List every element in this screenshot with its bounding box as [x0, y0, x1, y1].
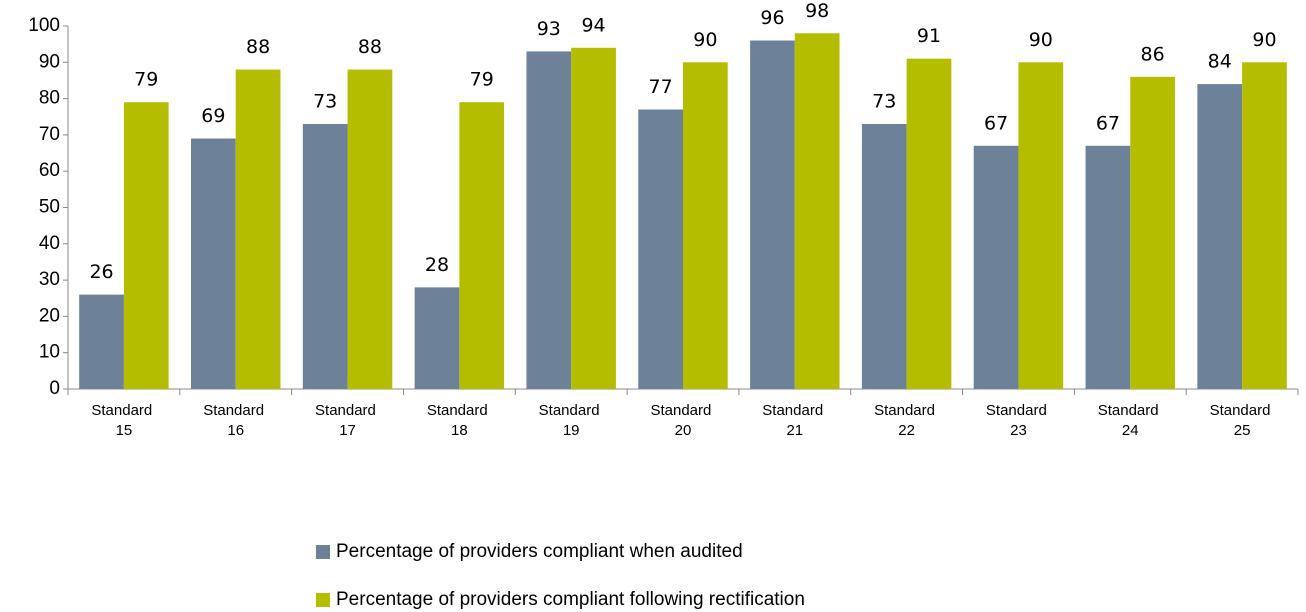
value-label: 88	[246, 36, 270, 58]
bar	[1018, 62, 1064, 390]
value-label: 88	[358, 36, 382, 58]
bar	[526, 51, 572, 389]
y-tick-label: 10	[39, 342, 60, 363]
x-tick-label: Standard 21	[762, 402, 827, 439]
bar	[302, 124, 348, 389]
legend-swatch	[316, 545, 330, 559]
value-label: 77	[649, 76, 673, 98]
bar	[1130, 76, 1175, 389]
bar	[906, 58, 952, 390]
x-tick-label: Standard 16	[203, 402, 268, 439]
value-label: 26	[89, 261, 113, 283]
x-tick-label: Standard 22	[874, 402, 939, 439]
x-tick-label: Standard 24	[1098, 402, 1163, 439]
bar	[235, 69, 281, 389]
x-tick-label: Standard 23	[986, 402, 1051, 439]
value-label: 96	[760, 7, 784, 29]
bar	[123, 102, 169, 389]
bar	[638, 109, 683, 390]
x-tick-label: Standard 18	[427, 402, 492, 439]
y-tick-label: 90	[39, 51, 60, 72]
value-label: 93	[537, 18, 561, 40]
bar	[1242, 62, 1287, 390]
value-label: 28	[425, 254, 449, 276]
legend-label: Percentage of providers compliant follow…	[336, 589, 805, 610]
y-tick-label: 100	[28, 15, 60, 36]
value-label: 84	[1208, 51, 1232, 73]
legend-swatch	[316, 593, 330, 607]
value-label: 98	[805, 0, 829, 22]
value-label: 90	[1252, 29, 1276, 51]
bar	[459, 102, 505, 389]
value-label: 79	[470, 69, 494, 91]
y-tick-label: 20	[39, 305, 60, 326]
y-tick-label: 30	[39, 269, 60, 290]
bar	[571, 47, 616, 389]
value-label: 90	[693, 29, 717, 51]
legend-label: Percentage of providers compliant when a…	[336, 541, 743, 562]
x-tick-label: Standard 15	[91, 402, 156, 439]
value-label: 79	[134, 69, 158, 91]
value-label: 94	[581, 14, 605, 36]
x-tick-label: Standard 17	[315, 402, 380, 439]
bar	[1197, 84, 1243, 389]
value-label: 86	[1141, 43, 1165, 65]
bar	[683, 62, 728, 390]
bar	[414, 287, 460, 389]
y-tick-label: 50	[39, 197, 60, 218]
value-label: 90	[1029, 29, 1053, 51]
value-label: 69	[201, 105, 225, 127]
value-label: 73	[872, 91, 896, 113]
bar	[347, 69, 393, 389]
x-tick-label: Standard 20	[650, 402, 715, 439]
y-tick-label: 40	[39, 233, 60, 254]
y-tick-label: 70	[39, 124, 60, 145]
bar	[973, 145, 1019, 389]
value-label: 91	[917, 25, 941, 47]
bar	[1085, 145, 1131, 389]
value-label: 67	[984, 112, 1008, 134]
bar	[191, 138, 236, 389]
bar	[79, 294, 124, 389]
y-tick-label: 0	[49, 378, 60, 399]
bar	[794, 33, 840, 389]
bar	[861, 124, 907, 389]
y-tick-label: 80	[39, 88, 60, 109]
x-tick-label: Standard 25	[1210, 402, 1275, 439]
value-label: 73	[313, 91, 337, 113]
y-tick-label: 60	[39, 160, 60, 181]
bar	[750, 40, 795, 390]
x-tick-label: Standard 19	[539, 402, 604, 439]
value-label: 67	[1096, 112, 1120, 134]
